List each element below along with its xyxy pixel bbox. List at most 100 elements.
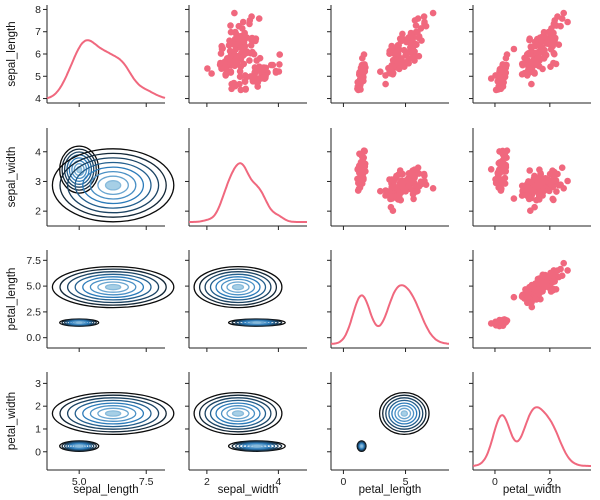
contour-ring [238, 442, 276, 451]
panel-petal_length-vs-petal_length [327, 250, 449, 352]
scatter-point [557, 265, 564, 273]
scatter-point [377, 187, 384, 195]
scatter-point [550, 267, 558, 274]
contour-ring [391, 402, 418, 425]
scatter-point [407, 185, 415, 193]
contour-ring [74, 161, 152, 209]
scatter-point [537, 170, 544, 177]
scatter-point [359, 171, 367, 178]
contour-ring [204, 397, 272, 430]
y-tick-label: 3 [35, 176, 41, 188]
scatter-point [492, 86, 500, 94]
kde-line-petal_width [472, 406, 591, 467]
scatter-point [502, 163, 510, 171]
scatter-point [549, 195, 556, 203]
contour-ring [215, 402, 261, 425]
scatter-point [218, 42, 225, 50]
y-tick-label: 3 [35, 378, 41, 390]
scatter-point [532, 42, 539, 50]
scatter-point [247, 42, 255, 49]
contour-ring [400, 410, 409, 417]
kde-line-sepal_width [189, 162, 307, 223]
scatter-point [239, 25, 246, 32]
scatter-point [552, 60, 560, 68]
scatter-point [382, 187, 389, 194]
contour-ring [252, 444, 262, 448]
contour-ring [89, 278, 137, 296]
scatter-point [526, 167, 533, 174]
x-axis-label-petal_length: petal_length [359, 484, 422, 496]
panel-sepal_width-vs-petal_length [327, 128, 449, 230]
scatter-point [247, 49, 254, 57]
scatter-point [409, 55, 417, 62]
scatter-point [253, 57, 260, 64]
y-tick-label: 2.5 [26, 306, 41, 318]
scatter-point [223, 55, 231, 62]
contour-ring [51, 265, 175, 309]
contour-ring [59, 268, 167, 306]
contour-ring [220, 405, 256, 422]
scatter-point [502, 318, 510, 326]
scatter-point [237, 44, 245, 51]
scatter-point [510, 45, 518, 53]
contour-petal_length-sepal_width [193, 265, 286, 327]
scatter-point [260, 74, 267, 81]
scatter-point [217, 59, 224, 67]
contour-ring [226, 281, 250, 293]
scatter-point [382, 80, 389, 88]
y-axis-label-sepal_length: sepal_length [6, 21, 18, 86]
contour-ring [388, 399, 421, 428]
y-axis-label-sepal_width: sepal_width [6, 147, 18, 208]
scatter-point [497, 161, 504, 168]
x-tick-label: 0 [492, 476, 498, 488]
contour-ring [82, 276, 145, 299]
scatter-point [560, 185, 567, 192]
scatter-point [499, 83, 507, 90]
scatter-point [355, 86, 362, 94]
x-tick-label: 5 [403, 476, 409, 488]
contour-ring [252, 321, 262, 324]
contour-ring [82, 402, 145, 425]
x-tick-label: 7.5 [139, 476, 154, 488]
y-tick-label: 2 [35, 401, 41, 413]
contour-ring [71, 443, 88, 449]
contour-ring [209, 273, 267, 301]
scatter-point [518, 192, 526, 199]
scatter-point [421, 177, 428, 185]
scatter-point [487, 320, 495, 327]
kde-line-petal_length [330, 284, 449, 345]
scatter-sepal_length-sepal_width [204, 9, 284, 94]
scatter-point [518, 292, 526, 300]
contour-ring [231, 283, 245, 291]
scatter-point [399, 170, 406, 178]
contour-ring [97, 407, 129, 420]
scatter-point [421, 18, 428, 26]
contour-ring [89, 405, 137, 422]
scatter-point [272, 67, 280, 75]
scatter-point [524, 56, 531, 64]
scatter-point [396, 192, 403, 199]
contour-ring [74, 273, 152, 301]
scatter-point [402, 188, 410, 195]
scatter-point [550, 277, 558, 284]
scatter-point [497, 74, 504, 81]
contour-ring [104, 410, 122, 417]
scatter-point [247, 73, 254, 80]
x-tick-label: 2 [547, 476, 553, 488]
scatter-point [552, 286, 560, 293]
contour-ring [198, 394, 278, 433]
panel-sepal_length-vs-sepal_width [185, 5, 307, 107]
y-tick-label: 4 [35, 146, 41, 158]
scatter-point [412, 22, 420, 29]
y-tick-label: 5 [35, 71, 41, 83]
contour-ring [226, 407, 250, 420]
scatter-point [555, 41, 563, 48]
contour-ring [59, 394, 167, 433]
scatter-sepal_length-petal_length [354, 9, 437, 94]
scatter-point [558, 164, 566, 171]
scatter-point [217, 50, 225, 57]
scatter-point [502, 54, 510, 62]
scatter-point [386, 50, 393, 57]
scatter-point [398, 60, 406, 68]
contour-ring [215, 276, 261, 299]
